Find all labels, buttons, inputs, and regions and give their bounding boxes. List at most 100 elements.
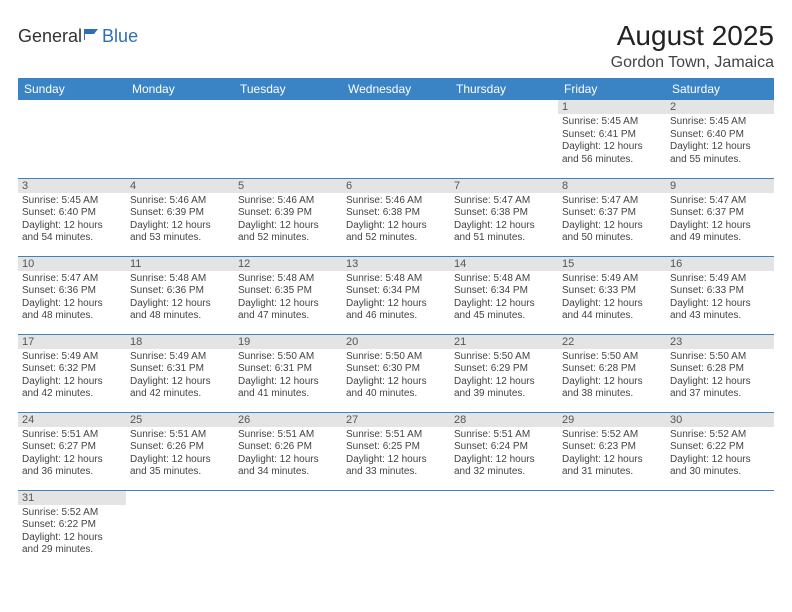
day-detail-line: Daylight: 12 hours <box>670 298 770 311</box>
calendar-day-cell <box>126 100 234 178</box>
day-detail-line: Sunset: 6:23 PM <box>562 441 662 454</box>
day-detail-line: Sunrise: 5:50 AM <box>238 351 338 364</box>
day-detail-line: Sunset: 6:22 PM <box>670 441 770 454</box>
day-details: Sunrise: 5:50 AMSunset: 6:29 PMDaylight:… <box>450 349 558 403</box>
day-detail-line: Sunset: 6:35 PM <box>238 285 338 298</box>
day-detail-line: Sunrise: 5:49 AM <box>562 273 662 286</box>
day-details: Sunrise: 5:47 AMSunset: 6:37 PMDaylight:… <box>666 193 774 247</box>
calendar-day-cell: 6Sunrise: 5:46 AMSunset: 6:38 PMDaylight… <box>342 178 450 256</box>
calendar-day-cell: 14Sunrise: 5:48 AMSunset: 6:34 PMDayligh… <box>450 256 558 334</box>
calendar-day-cell: 18Sunrise: 5:49 AMSunset: 6:31 PMDayligh… <box>126 334 234 412</box>
calendar-day-cell: 27Sunrise: 5:51 AMSunset: 6:25 PMDayligh… <box>342 412 450 490</box>
day-detail-line: Daylight: 12 hours <box>562 454 662 467</box>
day-detail-line: Sunrise: 5:51 AM <box>130 429 230 442</box>
day-details: Sunrise: 5:52 AMSunset: 6:22 PMDaylight:… <box>666 427 774 481</box>
day-detail-line: Sunset: 6:28 PM <box>562 363 662 376</box>
calendar-day-cell: 5Sunrise: 5:46 AMSunset: 6:39 PMDaylight… <box>234 178 342 256</box>
day-detail-line: Sunrise: 5:49 AM <box>670 273 770 286</box>
day-detail-line: Sunrise: 5:50 AM <box>562 351 662 364</box>
day-detail-line: and 40 minutes. <box>346 388 446 401</box>
day-details: Sunrise: 5:45 AMSunset: 6:41 PMDaylight:… <box>558 114 666 168</box>
day-detail-line: and 32 minutes. <box>454 466 554 479</box>
day-details: Sunrise: 5:50 AMSunset: 6:28 PMDaylight:… <box>558 349 666 403</box>
day-details: Sunrise: 5:51 AMSunset: 6:25 PMDaylight:… <box>342 427 450 481</box>
day-detail-line: Daylight: 12 hours <box>562 220 662 233</box>
day-number: 4 <box>126 179 234 193</box>
calendar-week-row: 3Sunrise: 5:45 AMSunset: 6:40 PMDaylight… <box>18 178 774 256</box>
day-details <box>558 493 666 497</box>
calendar-day-cell: 17Sunrise: 5:49 AMSunset: 6:32 PMDayligh… <box>18 334 126 412</box>
calendar-day-cell: 2Sunrise: 5:45 AMSunset: 6:40 PMDaylight… <box>666 100 774 178</box>
day-detail-line: Daylight: 12 hours <box>454 376 554 389</box>
day-details <box>126 493 234 497</box>
day-detail-line: and 43 minutes. <box>670 310 770 323</box>
day-details: Sunrise: 5:48 AMSunset: 6:36 PMDaylight:… <box>126 271 234 325</box>
day-detail-line: Sunrise: 5:51 AM <box>238 429 338 442</box>
day-number: 10 <box>18 257 126 271</box>
day-number: 5 <box>234 179 342 193</box>
day-number: 1 <box>558 100 666 114</box>
day-detail-line: and 46 minutes. <box>346 310 446 323</box>
calendar-day-cell: 11Sunrise: 5:48 AMSunset: 6:36 PMDayligh… <box>126 256 234 334</box>
day-details: Sunrise: 5:49 AMSunset: 6:32 PMDaylight:… <box>18 349 126 403</box>
day-detail-line: Sunrise: 5:50 AM <box>454 351 554 364</box>
day-details <box>450 493 558 497</box>
calendar-day-cell: 25Sunrise: 5:51 AMSunset: 6:26 PMDayligh… <box>126 412 234 490</box>
calendar-day-cell <box>342 490 450 568</box>
calendar-week-row: 31Sunrise: 5:52 AMSunset: 6:22 PMDayligh… <box>18 490 774 568</box>
day-detail-line: and 56 minutes. <box>562 154 662 167</box>
day-details: Sunrise: 5:45 AMSunset: 6:40 PMDaylight:… <box>666 114 774 168</box>
calendar-day-cell: 19Sunrise: 5:50 AMSunset: 6:31 PMDayligh… <box>234 334 342 412</box>
day-detail-line: Sunrise: 5:50 AM <box>346 351 446 364</box>
day-number: 9 <box>666 179 774 193</box>
day-details: Sunrise: 5:50 AMSunset: 6:28 PMDaylight:… <box>666 349 774 403</box>
flag-icon <box>84 27 102 46</box>
day-details: Sunrise: 5:46 AMSunset: 6:38 PMDaylight:… <box>342 193 450 247</box>
day-detail-line: Daylight: 12 hours <box>130 298 230 311</box>
calendar-day-cell: 9Sunrise: 5:47 AMSunset: 6:37 PMDaylight… <box>666 178 774 256</box>
day-details: Sunrise: 5:51 AMSunset: 6:26 PMDaylight:… <box>126 427 234 481</box>
day-details <box>126 102 234 106</box>
day-number: 21 <box>450 335 558 349</box>
day-detail-line: Daylight: 12 hours <box>562 141 662 154</box>
day-detail-line: Daylight: 12 hours <box>454 220 554 233</box>
header: General Blue August 2025 Gordon Town, Ja… <box>18 20 774 72</box>
day-detail-line: Daylight: 12 hours <box>22 454 122 467</box>
day-detail-line: Daylight: 12 hours <box>22 376 122 389</box>
day-detail-line: Sunset: 6:31 PM <box>238 363 338 376</box>
day-number: 28 <box>450 413 558 427</box>
day-detail-line: Sunrise: 5:52 AM <box>670 429 770 442</box>
day-detail-line: and 45 minutes. <box>454 310 554 323</box>
calendar-day-cell: 24Sunrise: 5:51 AMSunset: 6:27 PMDayligh… <box>18 412 126 490</box>
day-detail-line: and 41 minutes. <box>238 388 338 401</box>
day-details: Sunrise: 5:47 AMSunset: 6:37 PMDaylight:… <box>558 193 666 247</box>
day-detail-line: and 42 minutes. <box>22 388 122 401</box>
day-detail-line: and 54 minutes. <box>22 232 122 245</box>
day-detail-line: and 49 minutes. <box>670 232 770 245</box>
day-detail-line: Sunset: 6:39 PM <box>238 207 338 220</box>
day-detail-line: and 38 minutes. <box>562 388 662 401</box>
day-number: 18 <box>126 335 234 349</box>
day-details: Sunrise: 5:51 AMSunset: 6:26 PMDaylight:… <box>234 427 342 481</box>
calendar-day-cell: 16Sunrise: 5:49 AMSunset: 6:33 PMDayligh… <box>666 256 774 334</box>
day-number: 7 <box>450 179 558 193</box>
calendar-day-cell: 30Sunrise: 5:52 AMSunset: 6:22 PMDayligh… <box>666 412 774 490</box>
calendar-day-cell <box>450 490 558 568</box>
day-details: Sunrise: 5:49 AMSunset: 6:33 PMDaylight:… <box>558 271 666 325</box>
day-number: 3 <box>18 179 126 193</box>
calendar-header-row: Sunday Monday Tuesday Wednesday Thursday… <box>18 78 774 100</box>
calendar-day-cell: 12Sunrise: 5:48 AMSunset: 6:35 PMDayligh… <box>234 256 342 334</box>
day-detail-line: Daylight: 12 hours <box>238 454 338 467</box>
day-detail-line: and 34 minutes. <box>238 466 338 479</box>
day-detail-line: Daylight: 12 hours <box>22 532 122 545</box>
weekday-header: Friday <box>558 78 666 100</box>
day-detail-line: Sunset: 6:36 PM <box>130 285 230 298</box>
day-detail-line: Sunset: 6:37 PM <box>670 207 770 220</box>
day-number: 17 <box>18 335 126 349</box>
title-block: August 2025 Gordon Town, Jamaica <box>611 20 774 72</box>
day-details: Sunrise: 5:47 AMSunset: 6:38 PMDaylight:… <box>450 193 558 247</box>
day-details: Sunrise: 5:51 AMSunset: 6:24 PMDaylight:… <box>450 427 558 481</box>
day-detail-line: Daylight: 12 hours <box>346 298 446 311</box>
day-detail-line: Sunrise: 5:51 AM <box>346 429 446 442</box>
day-detail-line: Sunset: 6:34 PM <box>454 285 554 298</box>
